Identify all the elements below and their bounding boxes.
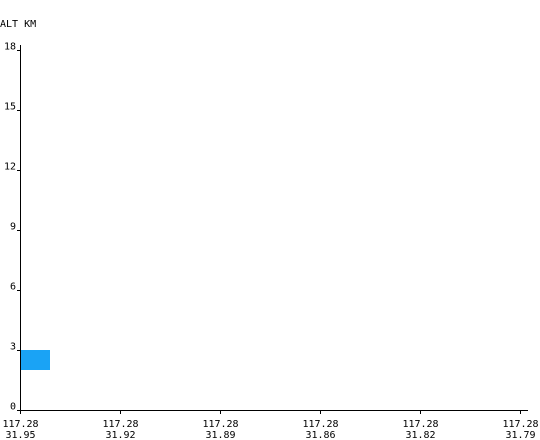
y-tick-label-3: 3: [10, 342, 16, 353]
x-tick-lat-3: 31.86: [305, 430, 335, 440]
x-tick-lon-2: 117.28: [202, 419, 238, 430]
x-tick-lat-1: 31.92: [105, 430, 135, 440]
x-tick-lon-1: 117.28: [102, 419, 138, 430]
y-axis-label: ALT KM: [0, 19, 36, 30]
x-tick-lat-5: 31.79: [505, 430, 535, 440]
x-tick-lon-5: 117.28: [502, 419, 538, 430]
y-tick-label-15: 15: [4, 102, 16, 113]
x-tick-lon-3: 117.28: [302, 419, 338, 430]
x-tick-lat-0: 31.95: [5, 430, 35, 440]
y-tick-label-0: 0: [10, 402, 16, 413]
y-tick-label-6: 6: [10, 282, 16, 293]
x-tick-lat-2: 31.89: [205, 430, 235, 440]
y-tick-label-12: 12: [4, 162, 16, 173]
axes-layer: 0369121518117.2831.95117.2831.92117.2831…: [2, 42, 538, 440]
x-tick-lat-4: 31.82: [405, 430, 435, 440]
y-tick-label-18: 18: [4, 42, 16, 53]
bars-layer: [20, 350, 50, 370]
y-tick-label-9: 9: [10, 222, 16, 233]
x-tick-lon-4: 117.28: [402, 419, 438, 430]
altitude-bar-0: [20, 350, 50, 370]
x-tick-lon-0: 117.28: [2, 419, 38, 430]
